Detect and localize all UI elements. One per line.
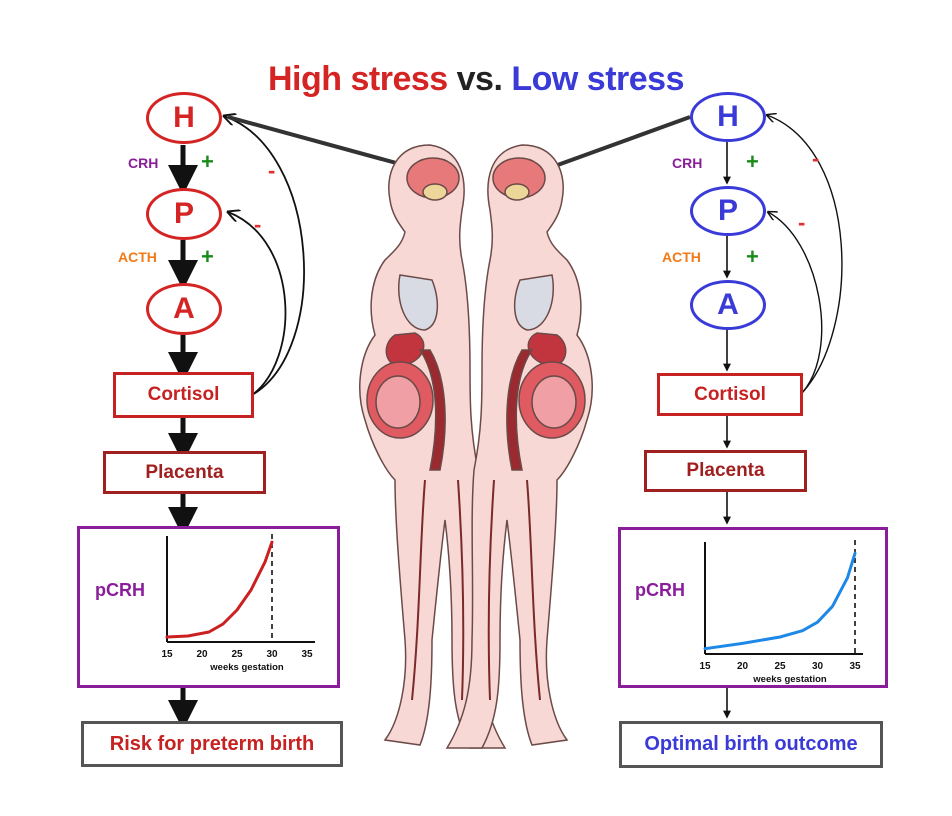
right-chart-tick-label: 20 — [737, 661, 749, 672]
left-pcrh-chart-box — [77, 526, 340, 688]
right-chart-xlabel: weeks gestation — [752, 674, 827, 685]
right-pcrh-label: pCRH — [635, 580, 685, 600]
right-acth-label: ACTH — [662, 249, 701, 265]
left-node-p: P — [146, 188, 222, 240]
left-pregnant-body — [359, 144, 507, 749]
right-outcome-box: Optimal birth outcome — [619, 721, 883, 768]
right-feedback — [767, 115, 843, 394]
right-pregnant-body — [445, 144, 593, 749]
title-low-stress: Low stress — [511, 60, 684, 98]
right-pcrh-chart-box — [618, 527, 888, 688]
right-chart-tick-label: 30 — [812, 661, 824, 672]
right-chart-tick-label: 15 — [699, 661, 711, 672]
left-chart-tick-label: 30 — [266, 649, 278, 660]
left-acth-label: ACTH — [118, 249, 157, 265]
title-vs: vs. — [456, 60, 503, 98]
right-chart-tick-label: 25 — [774, 661, 786, 672]
left-chart-tick-label: 25 — [231, 649, 243, 660]
left-outcome-box: Risk for preterm birth — [81, 721, 343, 767]
left-acth-plus: + — [201, 244, 214, 269]
right-node-p: P — [690, 186, 766, 236]
right-crh-plus: + — [746, 149, 759, 174]
right-acth-plus: + — [746, 244, 759, 269]
left-node-h: H — [146, 92, 222, 144]
left-minus-p: - — [254, 212, 262, 237]
right-node-a: A — [690, 280, 766, 330]
left-node-a: A — [146, 283, 222, 335]
left-chart-tick-label: 20 — [196, 649, 208, 660]
right-crh-label: CRH — [672, 155, 703, 171]
left-feedback — [224, 116, 305, 396]
right-cortisol-box: Cortisol — [657, 373, 803, 416]
left-pcrh-label: pCRH — [95, 580, 145, 600]
right-minus-p: - — [798, 210, 806, 235]
left-cortisol-box: Cortisol — [113, 372, 254, 418]
left-crh-label: CRH — [128, 155, 159, 171]
right-chart-series-line — [703, 551, 857, 651]
left-placenta-box: Placenta — [103, 451, 266, 494]
left-chart-series-line — [165, 540, 274, 639]
title-high-stress: High stress — [268, 60, 448, 98]
left-chart-tick-label: 35 — [301, 649, 313, 660]
right-chart-tick-label: 35 — [849, 661, 861, 672]
diagram-title: High stress vs. Low stress — [0, 60, 952, 99]
right-minus-h: - — [812, 146, 820, 171]
right-node-h: H — [690, 92, 766, 142]
left-minus-h: - — [268, 158, 276, 183]
left-chart-xlabel: weeks gestation — [209, 662, 284, 673]
right-placenta-box: Placenta — [644, 450, 807, 492]
left-crh-plus: + — [201, 149, 214, 174]
left-chart-tick-label: 15 — [161, 649, 173, 660]
